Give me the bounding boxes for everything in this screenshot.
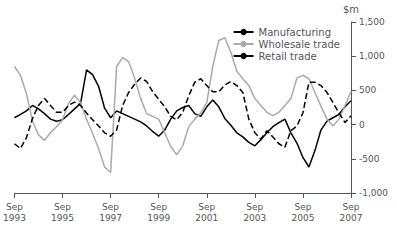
svg-text:Retail trade: Retail trade	[259, 51, 317, 62]
svg-text:Sep: Sep	[102, 202, 119, 212]
svg-text:Sep: Sep	[294, 202, 311, 212]
svg-text:Sep: Sep	[54, 202, 71, 212]
svg-text:Sep: Sep	[246, 202, 263, 212]
svg-text:2003: 2003	[243, 213, 266, 223]
svg-text:-500: -500	[359, 154, 380, 164]
svg-text:1993: 1993	[3, 213, 26, 223]
svg-text:0: 0	[359, 120, 365, 130]
svg-text:Sep: Sep	[343, 202, 360, 212]
svg-text:Sep: Sep	[198, 202, 215, 212]
svg-text:500: 500	[359, 85, 376, 95]
svg-text:2007: 2007	[340, 213, 363, 223]
svg-text:1,500: 1,500	[359, 17, 385, 27]
svg-text:Sep: Sep	[6, 202, 23, 212]
svg-text:-1,000: -1,000	[359, 188, 388, 198]
svg-text:1999: 1999	[147, 213, 170, 223]
svg-text:1,000: 1,000	[359, 51, 385, 61]
svg-text:1995: 1995	[51, 213, 74, 223]
svg-text:1997: 1997	[99, 213, 122, 223]
svg-text:2005: 2005	[291, 213, 314, 223]
svg-text:Manufacturing: Manufacturing	[259, 27, 331, 38]
svg-text:2001: 2001	[195, 213, 218, 223]
svg-text:Wholesale trade: Wholesale trade	[259, 39, 340, 50]
svg-text:Sep: Sep	[150, 202, 167, 212]
svg-text:$m: $m	[343, 4, 359, 15]
